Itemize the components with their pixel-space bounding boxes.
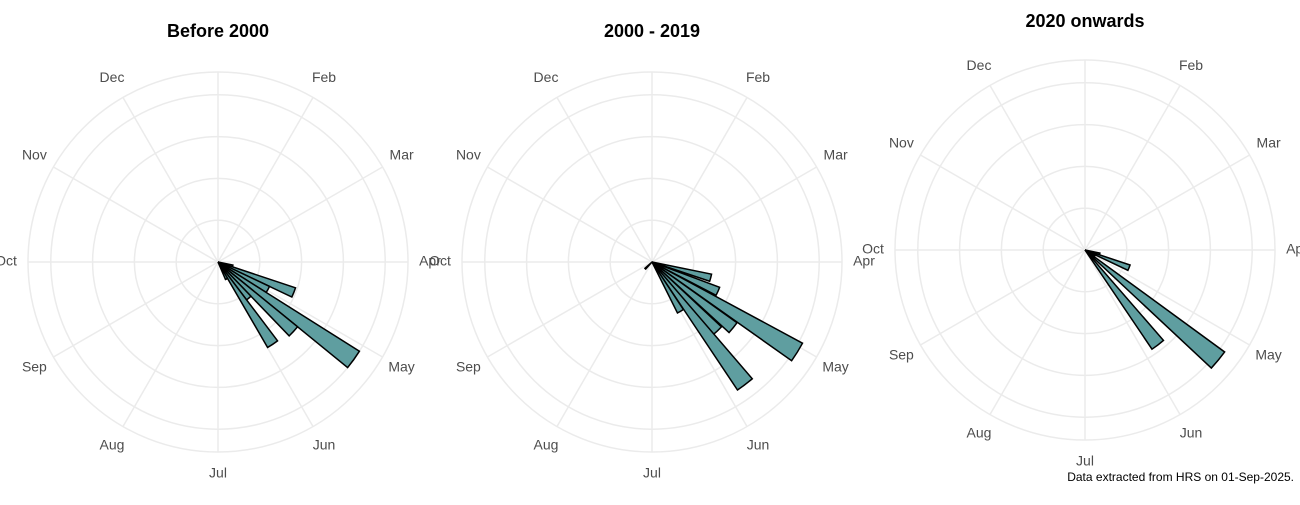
x-tick-label: Jul [643, 465, 661, 481]
x-tick-label: Jun [313, 436, 336, 452]
bar [643, 261, 653, 271]
grid-spoke [989, 85, 1086, 251]
x-tick-label: May [822, 359, 848, 375]
bar [217, 261, 279, 349]
x-tick-label: Jul [209, 465, 227, 481]
grid-spoke [217, 166, 383, 263]
grid-spoke [1084, 249, 1250, 346]
grid-spoke [122, 261, 219, 427]
grid-spoke [487, 261, 653, 358]
x-tick-label: May [1255, 347, 1281, 363]
grid-spoke [1084, 154, 1250, 251]
grid-spoke [920, 249, 1086, 346]
x-tick-label: Jul [1076, 453, 1094, 469]
x-tick-label: Mar [1257, 135, 1281, 151]
x-tick-label: Dec [534, 69, 559, 85]
chart-title: Before 2000 [167, 21, 269, 41]
bar [651, 261, 804, 362]
grid-spoke [53, 166, 219, 263]
grid-spoke [1084, 249, 1181, 415]
grid-spoke [651, 97, 748, 263]
grid-spoke [556, 97, 653, 263]
x-tick-label: Nov [456, 147, 481, 163]
bar [651, 261, 754, 392]
bar [1084, 249, 1132, 272]
x-tick-label: Dec [967, 57, 992, 73]
grid-spoke [217, 97, 314, 263]
x-tick-label: Feb [1179, 57, 1203, 73]
chart-title: 2000 - 2019 [604, 21, 700, 41]
bar [651, 261, 739, 334]
grid-spoke [556, 261, 653, 427]
x-tick-label: Oct [0, 253, 17, 269]
x-tick-label: Apr [1286, 241, 1300, 257]
x-tick-label: Mar [824, 147, 848, 163]
bar [651, 261, 685, 315]
x-tick-label: Oct [862, 241, 884, 257]
grid-spoke [651, 166, 817, 263]
x-tick-label: Aug [534, 436, 559, 452]
grid-spoke [920, 154, 1086, 251]
x-tick-label: Feb [746, 69, 770, 85]
x-tick-label: May [388, 359, 414, 375]
x-tick-label: Sep [22, 359, 47, 375]
x-tick-label: Nov [22, 147, 47, 163]
caption: Data extracted from HRS on 01-Sep-2025. [1067, 470, 1294, 484]
x-tick-label: Jun [1180, 424, 1203, 440]
x-tick-label: Jun [747, 436, 770, 452]
x-tick-label: Apr [419, 253, 441, 269]
x-tick-label: Sep [889, 347, 914, 363]
x-tick-label: Sep [456, 359, 481, 375]
grid-spoke [122, 97, 219, 263]
x-tick-label: Nov [889, 135, 914, 151]
grid-spoke [1084, 85, 1181, 251]
grid-spoke [989, 249, 1086, 415]
grid-spoke [487, 166, 653, 263]
bar [217, 261, 299, 337]
chart-title: 2020 onwards [1025, 11, 1144, 31]
polar-chart: 2000 - 2019 Feb Mar Apr May Jun Jul Aug Sep Oct No… [429, 21, 875, 481]
x-tick-label: Aug [100, 436, 125, 452]
bar [1084, 249, 1165, 351]
polar-chart: Before 2000 Feb Mar Apr May Jun Jul Aug Sep Oct No… [0, 21, 441, 481]
x-tick-label: Dec [100, 69, 125, 85]
grid-spoke [53, 261, 219, 358]
x-tick-label: Apr [853, 253, 875, 269]
bar [217, 261, 361, 369]
polar-chart: 2020 onwards Feb Mar Apr May Jun Jul Aug Sep Oct N… [862, 11, 1300, 469]
x-tick-label: Aug [967, 424, 992, 440]
x-tick-label: Mar [390, 147, 414, 163]
x-tick-label: Oct [429, 253, 451, 269]
bar [217, 261, 229, 281]
x-tick-label: Feb [312, 69, 336, 85]
bar [1084, 249, 1226, 370]
